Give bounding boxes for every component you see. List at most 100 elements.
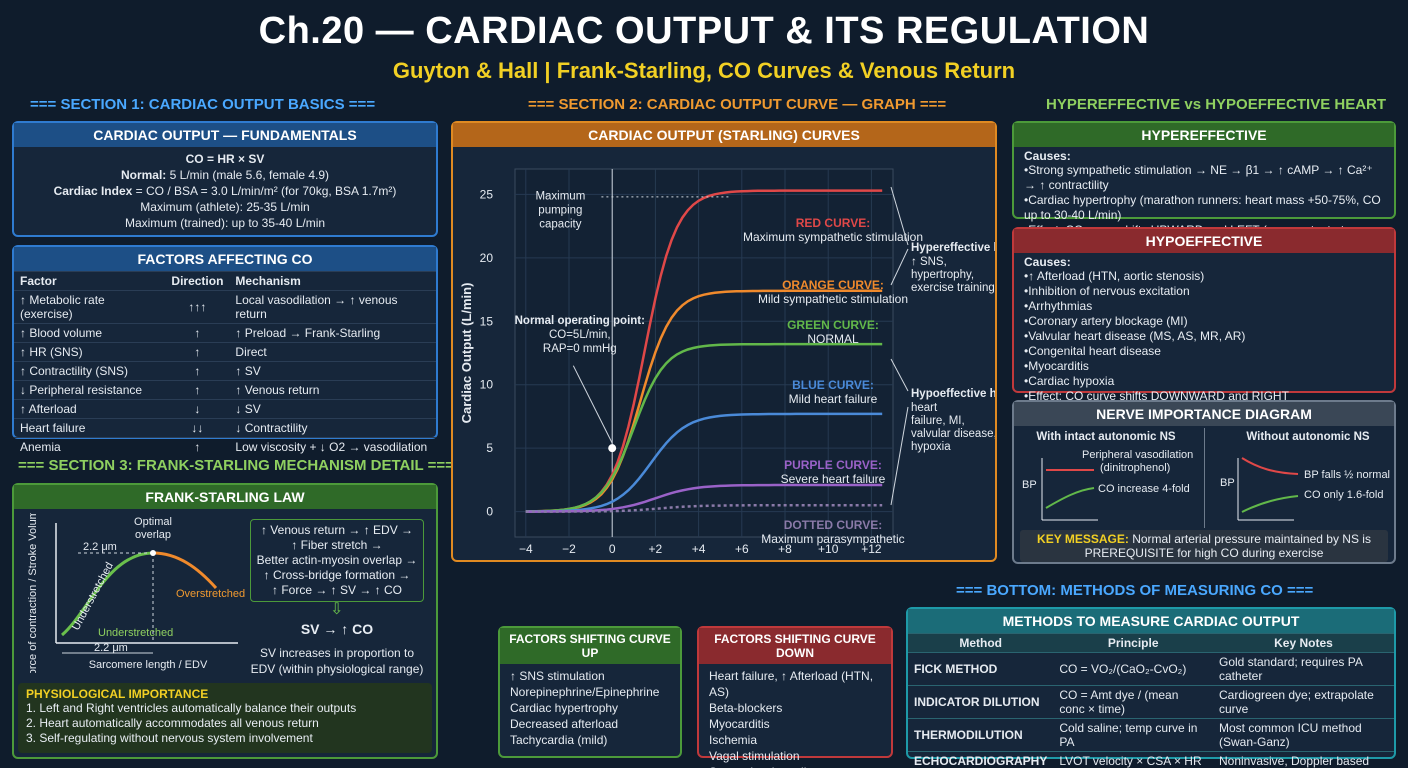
hypo-item: Effect: CO curve shifts DOWNWARD and RIG…	[1024, 389, 1384, 404]
shift-up-item: Tachycardia (mild)	[510, 733, 608, 747]
chart-x-tick: +4	[692, 542, 706, 556]
chart-series-desc: Maximum sympathetic stimulation	[743, 230, 923, 244]
page-subtitle: Guyton & Hall | Frank-Starling, CO Curve…	[392, 58, 1016, 83]
factors-header-factor: Factor	[20, 274, 57, 288]
chain-arrow-icon: ⇩	[330, 601, 344, 618]
phys-line: 2. Heart automatically accommodates all …	[26, 716, 319, 730]
methods-row-cell: Noninvasive, Doppler based	[1218, 754, 1370, 768]
hyper-title: HYPEREFFECTIVE	[1014, 123, 1394, 147]
frank-ylabel: Force of contraction / Stroke Volume	[27, 513, 39, 673]
section-3-heading: === SECTION 3: FRANK-STARLING MECHANISM …	[18, 457, 454, 474]
shift-up-panel: FACTORS SHIFTING CURVE UP ↑ SNS stimulat…	[498, 626, 682, 758]
chart-series-desc: Mild heart failure	[789, 392, 878, 406]
bottom-heading: === BOTTOM: METHODS OF MEASURING CO ===	[956, 582, 1314, 599]
nerve-co-inc: CO increase 4-fold	[1098, 483, 1190, 495]
methods-row: INDICATOR DILUTION CO = Amt dye / (mean c…	[908, 685, 1394, 719]
shift-up-title: FACTORS SHIFTING CURVE UP	[500, 628, 680, 664]
methods-row: THERMODILUTION Cold saline; temp curve in…	[908, 718, 1394, 752]
frank-note: SV increases in proportion to EDV (withi…	[250, 646, 424, 676]
hypo-item: ↑ Afterload (HTN, aortic stenosis)	[1024, 269, 1384, 284]
methods-row-cell: Gold standard; requires PA catheter	[1218, 655, 1363, 683]
phys-line: 1. Left and Right ventricles automatical…	[26, 701, 357, 715]
factors-row-cell: ↓	[194, 402, 201, 416]
frank-curve-ascending	[61, 551, 154, 637]
phys-line: 3. Self-regulating without nervous syste…	[26, 731, 313, 745]
chart-plot-area	[514, 168, 894, 538]
chart-series-2	[525, 342, 883, 513]
chart-series-name: ORANGE CURVE:	[782, 278, 884, 292]
factors-row-cell: ↑ HR (SNS)	[20, 345, 83, 359]
factors-header-mechanism: Mechanism	[235, 274, 301, 288]
phys-title: PHYSIOLOGICAL IMPORTANCE	[26, 687, 209, 701]
chart-hypo-text-1: failure, MI,	[911, 415, 965, 427]
factors-row-cell: ↑ Blood volume	[20, 326, 103, 340]
fundamentals-panel: CARDIAC OUTPUT — FUNDAMENTALS CO = HR × …	[12, 121, 438, 237]
frank-under-diagonal: Understretched	[70, 560, 116, 632]
hypo-item: Valvular heart disease (MS, AS, MR, AR)	[1024, 329, 1384, 344]
factors-row-cell: ↑ Afterload	[20, 402, 77, 416]
frank-optimal-point	[150, 550, 156, 556]
chart-normal-op-arrow	[572, 365, 613, 444]
normal-value: 5 L/min (male 5.6, female 4.9)	[169, 168, 330, 182]
methods-row-cell: Cold saline; temp curve in PA	[1059, 721, 1198, 749]
hypo-item: Arrhythmias	[1024, 299, 1384, 314]
chart-y-tick: 5	[486, 441, 493, 455]
fundamentals-title: CARDIAC OUTPUT — FUNDAMENTALS	[14, 123, 436, 147]
factors-row-cell: ↑	[194, 383, 201, 397]
chart-hypo-arrows	[890, 358, 909, 506]
nerve-with-label: With intact autonomic NS	[1036, 431, 1176, 443]
chart-hyper-text-2: exercise training	[911, 282, 995, 294]
chart-hyper-arrows	[890, 186, 909, 286]
hypo-causes-label: Causes:	[1024, 255, 1071, 269]
methods-row-cell: CO = Amt dye / (mean conc × time)	[1059, 688, 1179, 716]
chart-y-tick: 0	[486, 505, 493, 519]
methods-title: METHODS TO MEASURE CARDIAC OUTPUT	[908, 609, 1394, 633]
frank-result: SV → ↑ CO	[300, 621, 374, 637]
co-formula: CO = HR × SV	[185, 152, 265, 166]
methods-row-cell: LVOT velocity × CSA × HR	[1059, 754, 1202, 768]
normal-label: Normal:	[120, 168, 167, 182]
max-trained: Maximum (trained): up to 35-40 L/min	[124, 216, 326, 230]
factors-table: Factor Direction Mechanism ↑ Metabolic r…	[14, 271, 436, 456]
methods-row: ECHOCARDIOGRAPHY LVOT velocity × CSA × HR…	[908, 751, 1394, 768]
chain-line: ↑ Cross-bridge formation →	[263, 568, 411, 582]
chart-x-tick: +8	[778, 542, 792, 556]
methods-panel: METHODS TO MEASURE CARDIAC OUTPUT Method…	[906, 607, 1396, 768]
factors-row-cell: ↓ Peripheral resistance	[20, 383, 143, 397]
phys-importance-box: PHYSIOLOGICAL IMPORTANCE 1. Left and Rig…	[18, 683, 432, 753]
chart-y-tick: 20	[480, 251, 494, 265]
chart-x-tick: −4	[519, 542, 533, 556]
chart-hypo-text-3: hypoxia	[911, 441, 951, 453]
chart-x-tick: 0	[609, 542, 616, 556]
nerve-with-co-line	[1045, 487, 1095, 509]
factors-title: FACTORS AFFECTING CO	[14, 247, 436, 271]
chart-series-name: RED CURVE:	[796, 216, 870, 230]
factors-row: ↑ Afterload ↓ ↓ SV	[14, 399, 436, 419]
ci-label: Cardiac Index	[53, 184, 133, 198]
chart-x-tick: −2	[562, 542, 576, 556]
factors-panel: FACTORS AFFECTING CO Factor Direction Me…	[12, 245, 438, 454]
hypereffective-panel: HYPEREFFECTIVE Causes: Strong sympatheti…	[1012, 121, 1396, 252]
chart-hyper-text-1: hypertrophy,	[911, 269, 974, 281]
hyper-hypo-heading: HYPEREFFECTIVE vs HYPOEFFECTIVE HEART	[1046, 96, 1387, 113]
frank-starling-panel: FRANK-STARLING LAW Force of contraction …	[12, 483, 438, 759]
factors-row-cell: ↓ SV	[235, 402, 261, 416]
chart-hyper-label: Hypereffective heart:	[911, 242, 995, 254]
shift-down-title: FACTORS SHIFTING CURVE DOWN	[699, 628, 891, 664]
nerve-periph-2: (dinitrophenol)	[1100, 462, 1170, 474]
factors-row: ↑ HR (SNS) ↑ Direct	[14, 342, 436, 362]
factors-row-cell: Anemia	[20, 440, 61, 454]
max-athlete: Maximum (athlete): 25-35 L/min	[140, 200, 310, 214]
methods-row-cell: Cardiogreen dye; extrapolate curve	[1218, 688, 1374, 716]
nerve-panel: NERVE IMPORTANCE DIAGRAM With intact aut…	[1012, 400, 1396, 564]
frank-curve-descending	[152, 551, 218, 590]
chart-series-desc: NORMAL	[807, 332, 859, 346]
chart-series-name: PURPLE CURVE:	[784, 458, 882, 472]
co-curves-title: CARDIAC OUTPUT (STARLING) CURVES	[453, 123, 995, 147]
factors-row-cell: ↑↑↑	[188, 300, 207, 314]
factors-row: ↑ Blood volume ↑ ↑ Preload → Frank-Starlin…	[14, 323, 436, 343]
factors-row-cell: ↑	[194, 364, 201, 378]
shift-up-item: Decreased afterload	[510, 717, 619, 731]
shift-down-item: Severe bradycardia	[709, 764, 881, 768]
hypo-item: Coronary artery blockage (MI)	[1024, 314, 1384, 329]
